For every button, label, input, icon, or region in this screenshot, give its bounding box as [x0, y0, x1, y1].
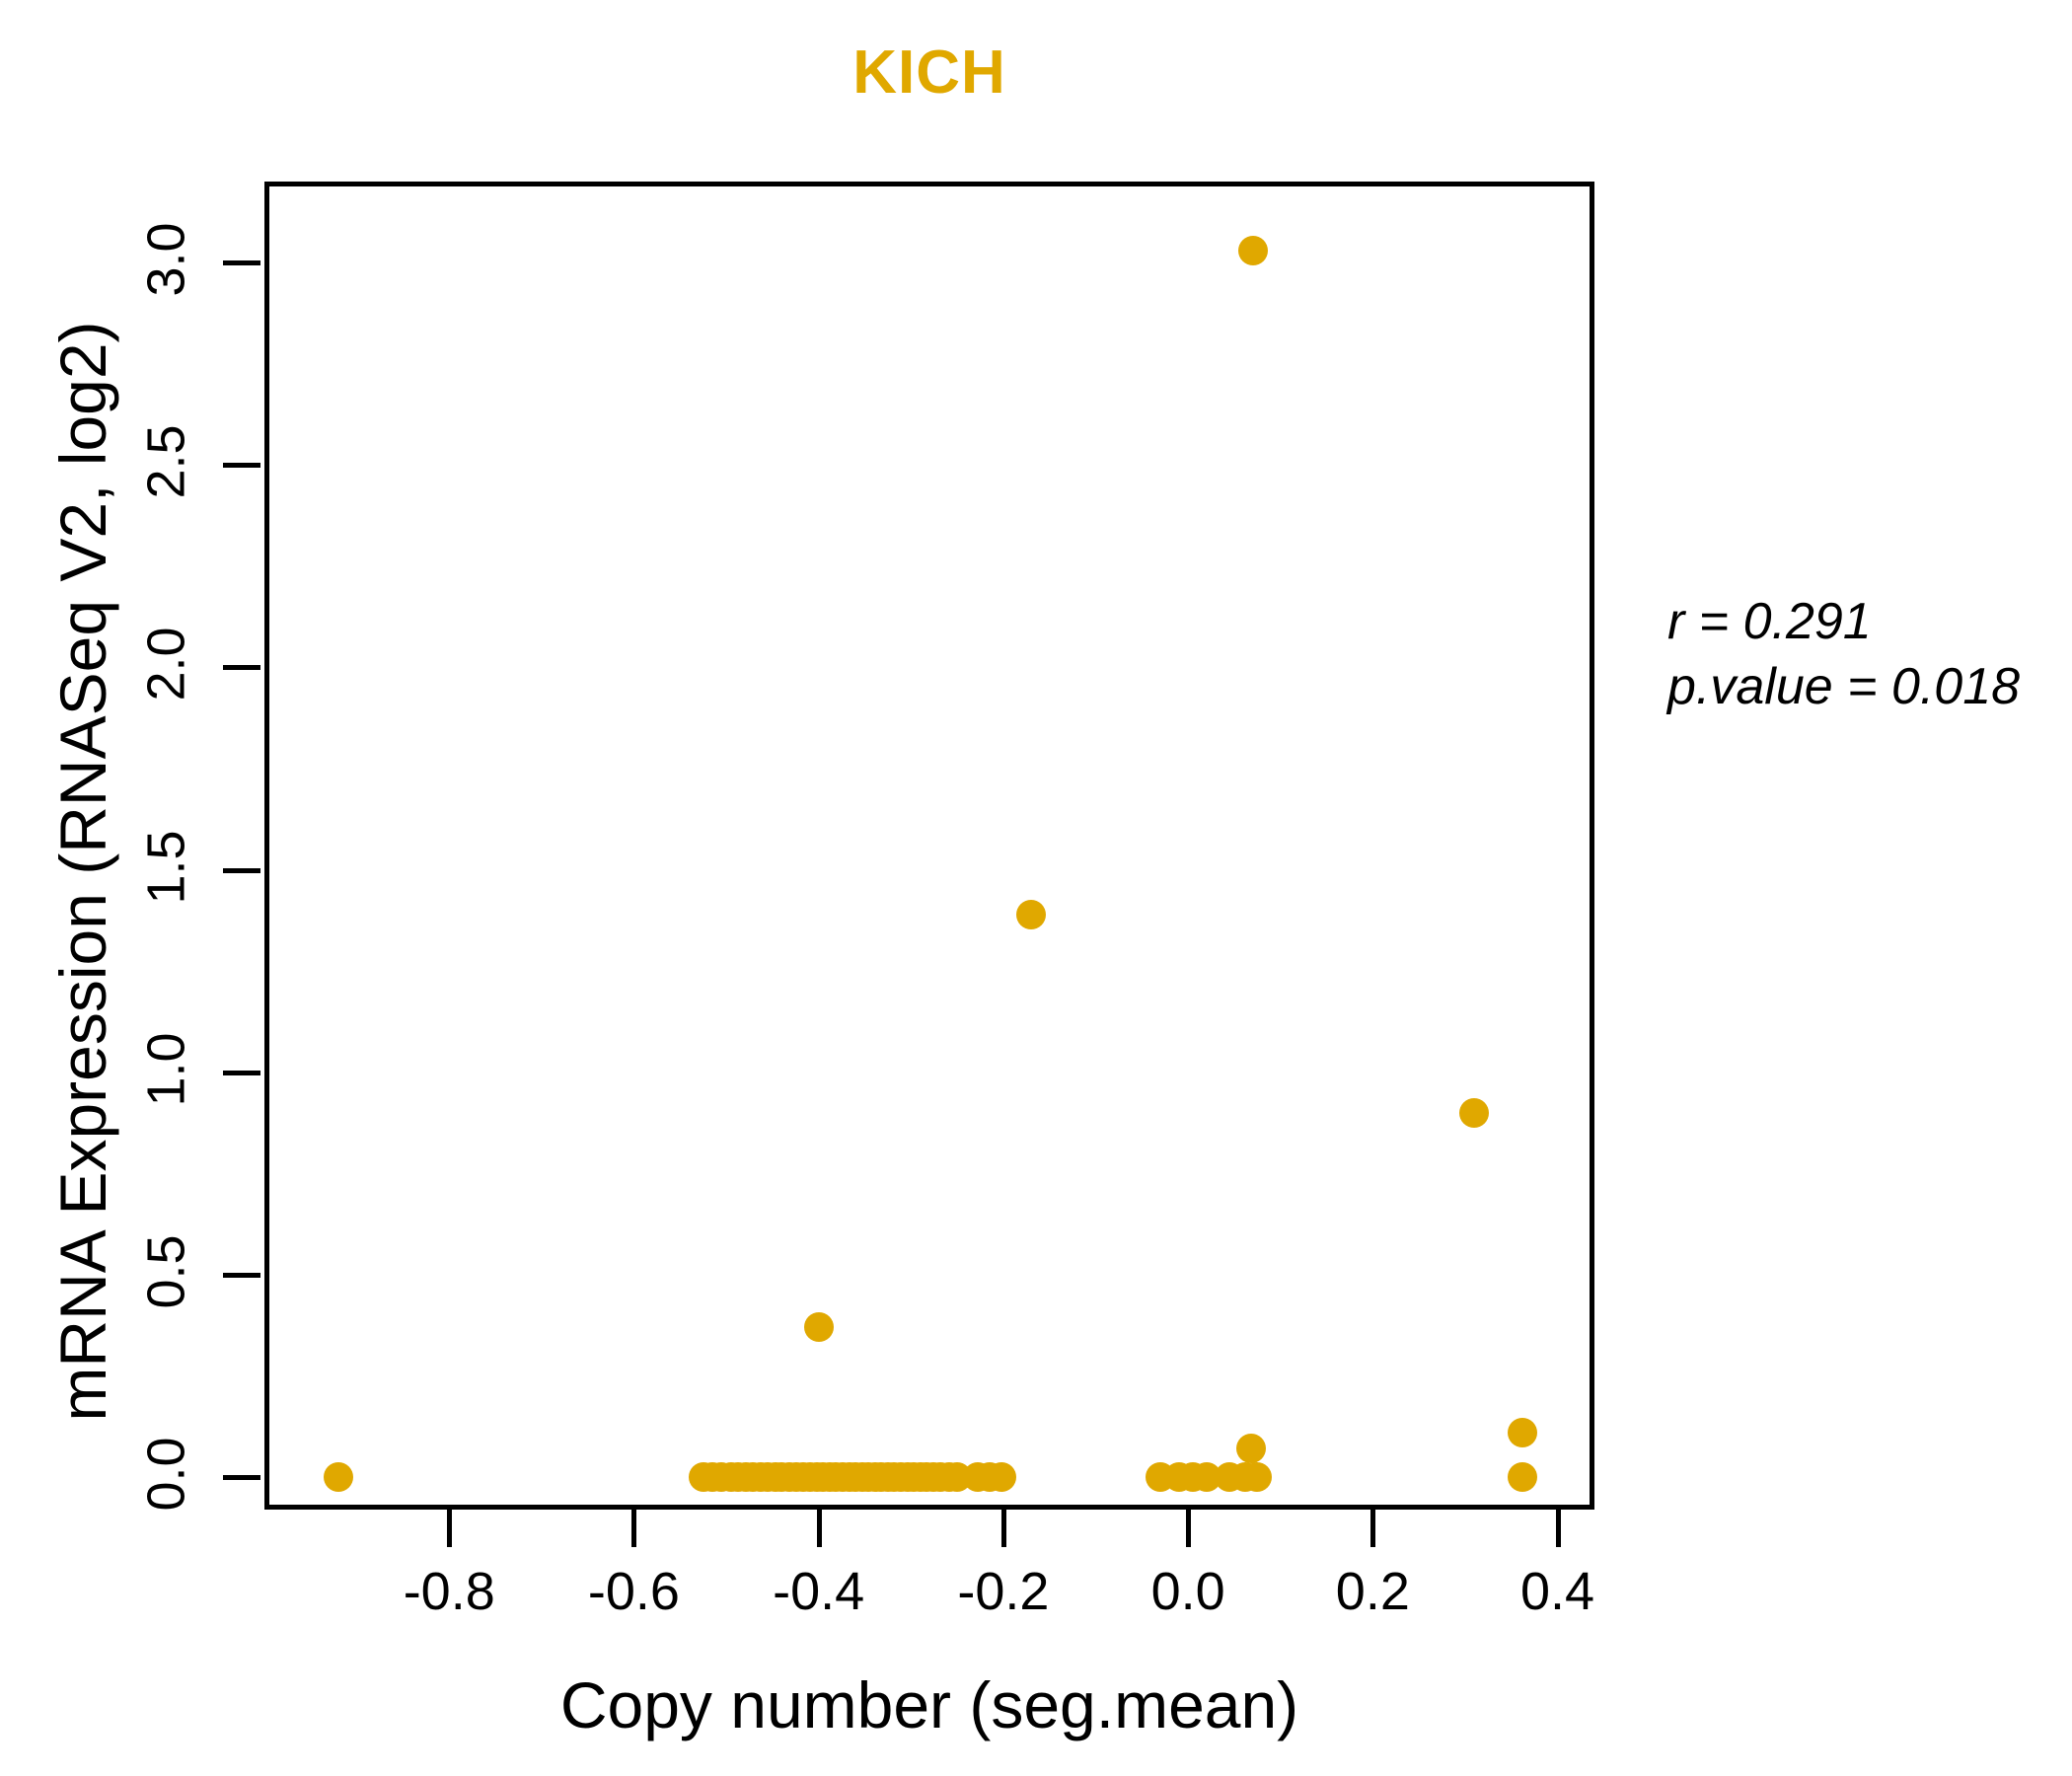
y-axis-tick [223, 1272, 260, 1278]
y-axis-tick [223, 463, 260, 469]
y-axis-tick-label-text: 1.0 [136, 1032, 196, 1107]
x-axis-tick [816, 1510, 822, 1547]
x-axis-tick-label: -0.8 [403, 1562, 495, 1621]
y-axis-tick [223, 1070, 260, 1075]
y-axis-tick [223, 665, 260, 671]
y-axis-tick [223, 867, 260, 873]
y-axis-tick-label-text: 0.0 [136, 1437, 196, 1512]
x-axis-tick-label: 0.4 [1520, 1562, 1595, 1621]
x-axis-tick [1555, 1510, 1561, 1547]
x-axis-title: Copy number (seg.mean) [559, 1668, 1299, 1741]
x-axis-tick [1000, 1510, 1006, 1547]
y-axis-tick [223, 260, 260, 266]
y-axis-tick-label-text: 2.5 [136, 424, 196, 499]
x-axis-tick [1370, 1510, 1376, 1547]
stats-annotation: r = 0.291 p.value = 0.018 [1667, 590, 2020, 719]
x-axis-tick-label: -0.4 [773, 1562, 865, 1621]
chart-title: KICH [852, 38, 1006, 107]
x-axis-tick [447, 1510, 453, 1547]
x-axis-tick-label: 0.2 [1335, 1562, 1410, 1621]
x-axis-tick-label: 0.0 [1150, 1562, 1225, 1621]
x-axis-tick [1186, 1510, 1192, 1547]
correlation-value: r = 0.291 [1667, 593, 1872, 650]
y-axis-tick-label-text: 2.0 [136, 627, 196, 702]
y-axis-title: mRNA Expression (RNASeq V2, log2) [46, 321, 119, 1422]
x-axis-tick-label: -0.6 [587, 1562, 680, 1621]
y-axis-tick-label-text: 3.0 [136, 222, 196, 297]
plot-frame [264, 182, 1594, 1510]
y-axis-tick-label-text: 0.5 [136, 1234, 196, 1309]
pvalue-value: p.value = 0.018 [1667, 657, 2021, 715]
x-axis-tick [631, 1510, 637, 1547]
x-axis-tick-label: -0.2 [957, 1562, 1050, 1621]
y-axis-tick-label-text: 1.5 [136, 830, 196, 905]
y-axis-tick [223, 1475, 260, 1481]
